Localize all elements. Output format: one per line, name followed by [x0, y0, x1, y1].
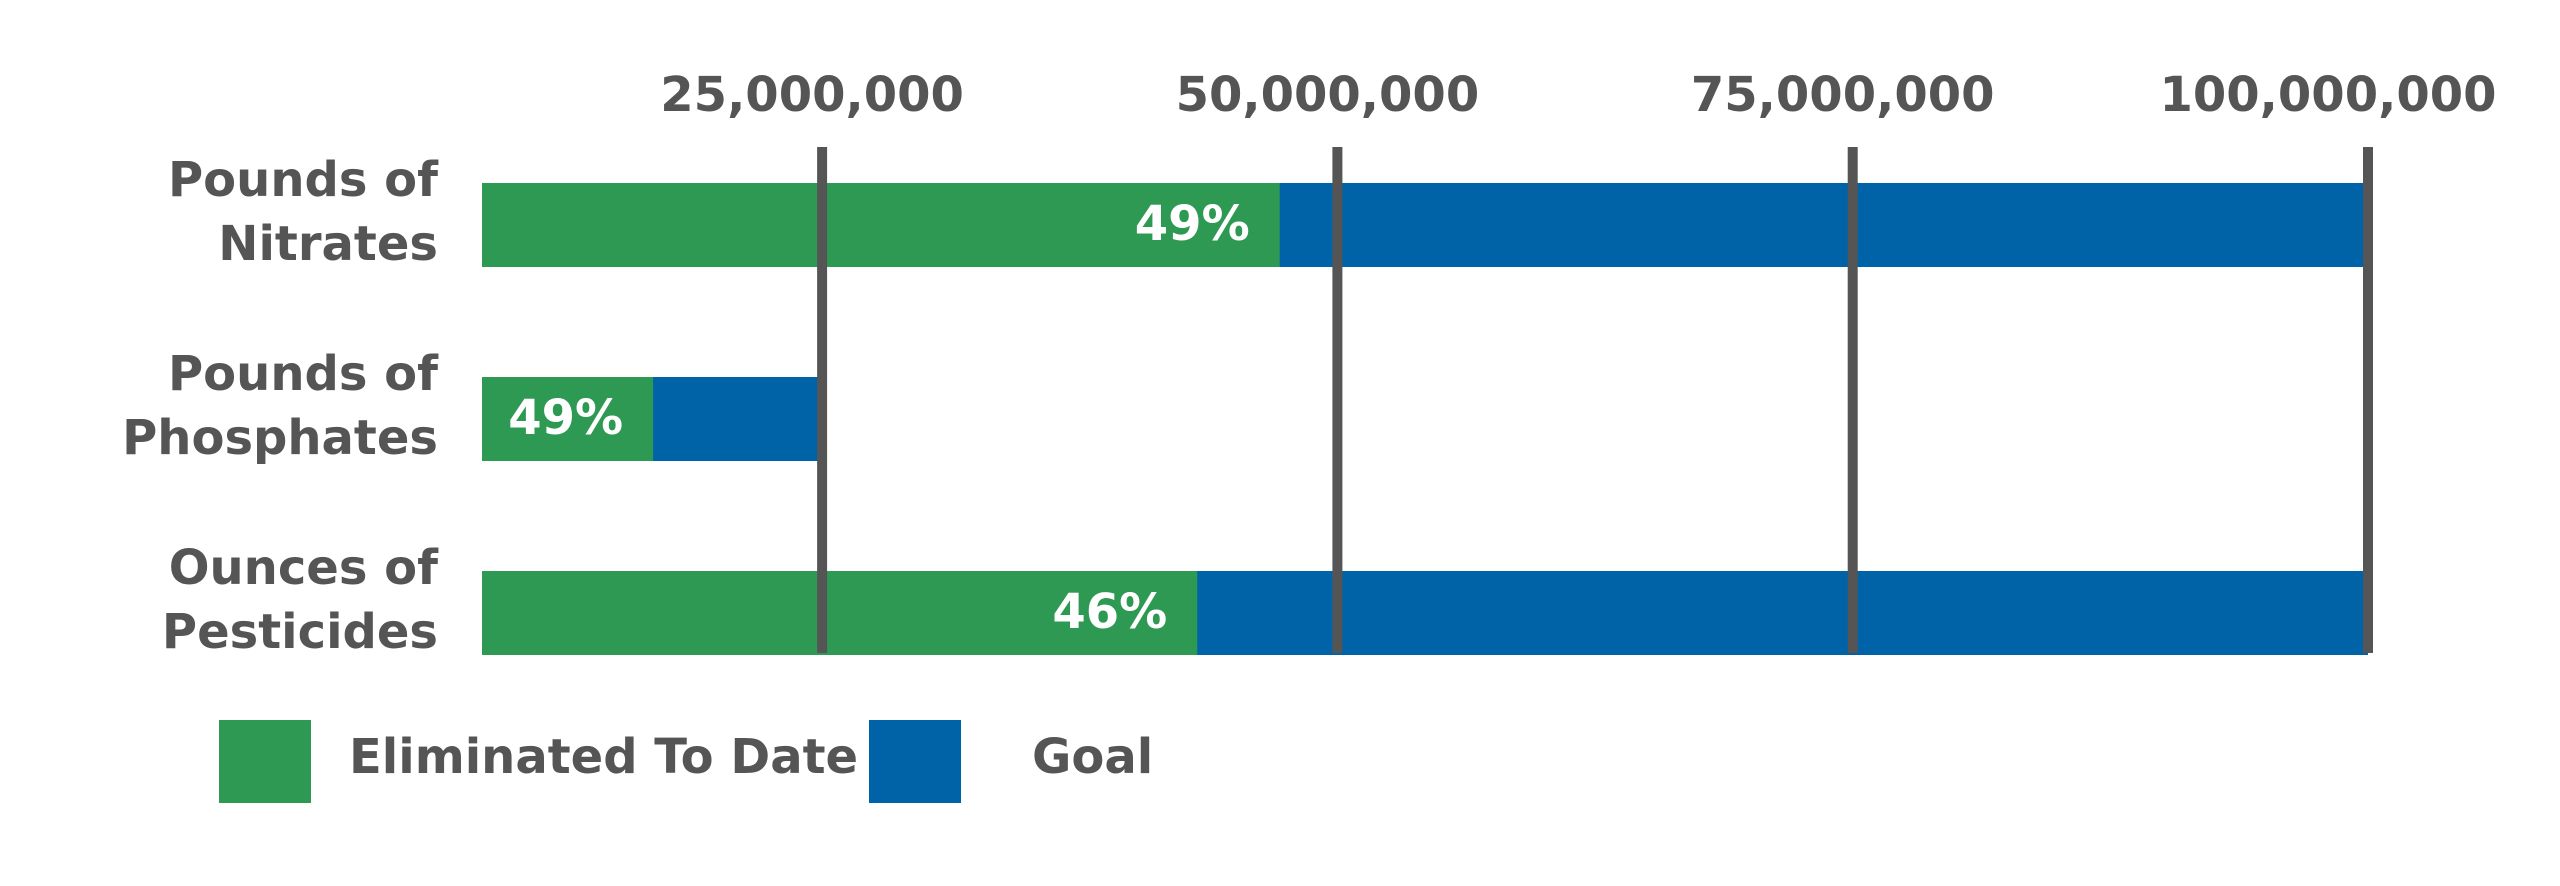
y-tick-label: Pesticides	[162, 604, 438, 660]
bar	[482, 183, 1280, 267]
y-tick-label: Phosphates	[122, 410, 438, 466]
legend-label: Eliminated To Date	[349, 729, 858, 785]
bar	[482, 571, 1198, 655]
y-tick-label: Ounces of	[169, 540, 439, 596]
y-tick-label: Pounds of	[168, 152, 439, 208]
bar-label: 46%	[1052, 584, 1167, 640]
legend-swatch	[869, 720, 961, 803]
legend-label: Goal	[1032, 729, 1153, 785]
x-tick-label: 25,000,000	[660, 67, 964, 123]
x-tick-label: 75,000,000	[1691, 67, 1995, 123]
y-tick-label: Nitrates	[218, 216, 438, 272]
bar-label: 49%	[508, 390, 623, 446]
bar	[482, 377, 654, 461]
x-tick-label: 50,000,000	[1176, 67, 1480, 123]
x-tick-label: 100,000,000	[2159, 67, 2496, 123]
bar-label: 49%	[1135, 196, 1250, 252]
y-tick-label: Pounds of	[168, 346, 439, 402]
legend-swatch	[219, 720, 311, 803]
